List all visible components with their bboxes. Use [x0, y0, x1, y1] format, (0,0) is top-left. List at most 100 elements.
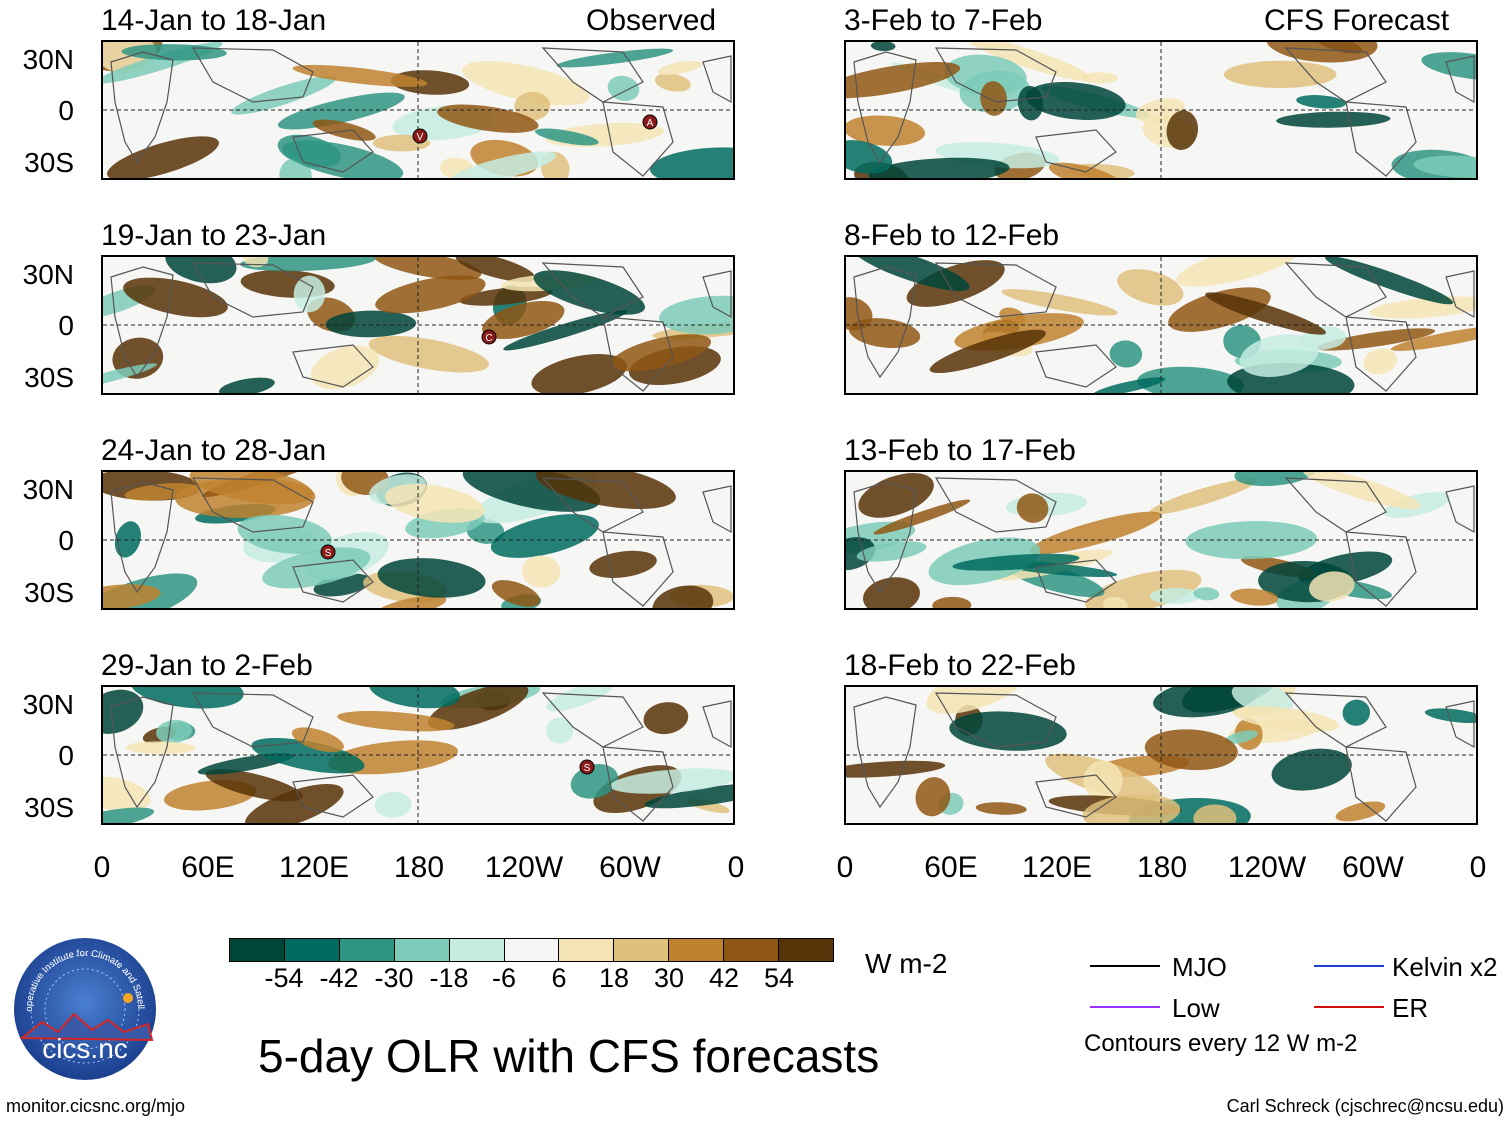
olr-anomaly-blob — [455, 257, 536, 282]
olr-anomaly-blob — [535, 472, 676, 510]
olr-anomaly-blob — [643, 702, 689, 735]
olr-anomaly-field: AV — [103, 42, 733, 178]
olr-anomaly-blob — [125, 741, 196, 755]
coastline — [1284, 477, 1387, 533]
legend-mjo-line — [1090, 965, 1160, 967]
olr-anomaly-blob — [1303, 472, 1421, 510]
lat-label-30n-row3: 30N — [22, 474, 74, 505]
coastline — [1035, 559, 1117, 603]
lat-label-0-row3: 0 — [58, 525, 74, 556]
olr-anomaly-blob — [589, 550, 657, 579]
colorbar-tick-label: -54 — [264, 963, 304, 993]
lon-label-right-120w: 120W — [1227, 851, 1307, 884]
olr-anomaly-blob — [654, 73, 691, 92]
colorbar-tick-label: -30 — [374, 963, 414, 993]
legend-low-line — [1090, 1006, 1160, 1008]
panel-title-right-1: 3-Feb to 7-Feb — [844, 4, 1043, 37]
coastline — [853, 481, 917, 594]
olr-anomaly-blob — [521, 555, 561, 588]
coastline — [1445, 485, 1475, 534]
olr-anomaly-blob — [1424, 708, 1476, 724]
olr-anomaly-blob — [277, 92, 405, 130]
olr-anomaly-blob — [245, 784, 344, 823]
olr-anomaly-blob — [1083, 760, 1123, 801]
olr-anomaly-blob — [644, 782, 733, 809]
svg-text:S: S — [584, 763, 591, 774]
coastline — [110, 51, 174, 164]
olr-anomaly-blob — [846, 115, 926, 146]
colorbar-tick-label: -6 — [491, 963, 516, 993]
olr-anomaly-field — [846, 42, 1476, 178]
lon-label-right-120e: 120E — [1021, 851, 1093, 884]
lon-label-right-180: 180 — [1136, 851, 1188, 884]
footer-url[interactable]: monitor.cicsnc.org/mjo — [6, 1096, 186, 1116]
lon-label-right-60e: 60E — [924, 851, 978, 884]
olr-anomaly-blob — [652, 585, 714, 608]
coastline — [702, 270, 732, 319]
olr-anomaly-blob — [1309, 571, 1355, 602]
lon-label-left-60e: 60E — [181, 851, 235, 884]
olr-anomaly-blob — [1230, 588, 1279, 606]
olr-anomaly-blob — [1363, 348, 1397, 375]
olr-anomaly-blob — [490, 514, 599, 558]
olr-anomaly-blob — [1016, 493, 1049, 523]
olr-anomaly-blob — [1153, 687, 1257, 718]
olr-anomaly-blob — [531, 354, 627, 393]
olr-anomaly-blob — [462, 61, 590, 106]
olr-anomaly-blob — [1193, 587, 1220, 601]
colorbar-swatch — [504, 939, 560, 961]
colorbar-swatch — [394, 939, 450, 961]
olr-anomaly-blob — [1144, 729, 1238, 771]
olr-anomaly-blob — [932, 596, 972, 608]
legend-er-line — [1314, 1006, 1384, 1008]
colorbar — [229, 938, 834, 962]
olr-anomaly-blob — [1296, 95, 1346, 109]
colorbar-units: W m-2 — [865, 948, 948, 979]
coastline — [702, 700, 732, 749]
olr-anomaly-blob — [437, 104, 539, 133]
olr-anomaly-blob — [975, 802, 1027, 815]
olr-anomaly-blob — [337, 710, 455, 732]
coastline — [541, 477, 644, 533]
olr-anomaly-blob — [114, 521, 141, 558]
olr-anomaly-field — [846, 687, 1476, 823]
olr-anomaly-blob — [1166, 110, 1199, 151]
coastline — [1284, 47, 1387, 103]
map-panel-right-3 — [844, 470, 1478, 610]
olr-anomaly-blob — [1335, 801, 1386, 822]
olr-anomaly-blob — [385, 483, 485, 523]
olr-anomaly-blob — [231, 75, 337, 115]
olr-anomaly-blob — [546, 687, 614, 712]
olr-anomaly-blob — [915, 777, 951, 817]
coastline — [934, 477, 1057, 533]
olr-anomaly-blob — [375, 275, 486, 314]
olr-anomaly-blob — [312, 119, 376, 141]
svg-text:A: A — [647, 118, 654, 129]
olr-anomaly-blob — [155, 719, 193, 744]
svg-text:C: C — [485, 333, 492, 344]
olr-anomaly-blob — [846, 140, 893, 174]
olr-anomaly-blob — [376, 595, 447, 608]
olr-anomaly-blob — [123, 277, 228, 318]
lat-label-0-row4: 0 — [58, 740, 74, 771]
colorbar-swatch — [449, 939, 505, 961]
legend-mjo-label: MJO — [1172, 952, 1227, 982]
olr-anomaly-blob — [1234, 472, 1316, 487]
olr-anomaly-blob — [491, 580, 541, 607]
olr-anomaly-blob — [243, 257, 269, 268]
olr-anomaly-blob — [165, 257, 237, 284]
colorbar-swatch — [559, 939, 615, 961]
olr-anomaly-blob — [863, 577, 920, 608]
lon-label-left-0: 0 — [93, 851, 111, 884]
coastline — [1284, 692, 1387, 748]
olr-anomaly-blob — [610, 334, 712, 372]
olr-anomaly-blob — [1137, 366, 1245, 393]
lat-label-30s-row2: 30S — [24, 362, 74, 393]
lon-label-left-180: 180 — [393, 851, 445, 884]
olr-anomaly-field: C — [103, 257, 733, 393]
olr-anomaly-field: S — [103, 687, 733, 823]
olr-anomaly-blob — [428, 687, 529, 730]
map-panel-left-3: S — [101, 470, 735, 610]
colorbar-tick-label: 18 — [598, 963, 630, 993]
olr-anomaly-blob — [944, 54, 1027, 96]
